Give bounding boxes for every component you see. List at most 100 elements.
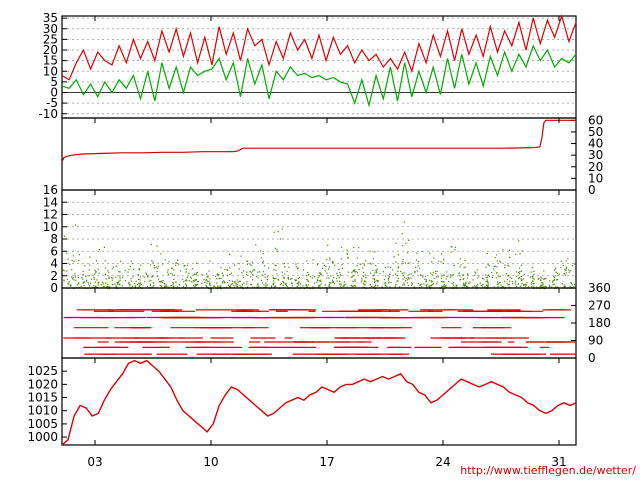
wind-speed-point — [506, 278, 509, 281]
wind-speed-point — [216, 282, 218, 284]
wind-speed-point — [451, 246, 453, 248]
wind-speed-point — [230, 283, 233, 285]
wind-speed-point — [208, 270, 210, 272]
wind-speed-point — [257, 277, 259, 279]
wind-speed-point — [220, 288, 222, 290]
wind-speed-point — [266, 284, 269, 286]
wind-speed-point — [511, 281, 513, 283]
y-tick-label: 40 — [588, 137, 603, 151]
wind-speed-point — [175, 264, 177, 266]
wind-speed-point — [516, 275, 518, 277]
wind-speed-point — [533, 282, 535, 284]
wind-speed-point — [62, 269, 64, 271]
wind-speed-point — [425, 280, 427, 282]
wind-speed-point — [192, 281, 194, 283]
wind-speed-point — [441, 275, 443, 277]
y-tick-label: 0 — [588, 183, 596, 197]
wind-speed-point — [365, 260, 367, 262]
wind-speed-point — [383, 279, 386, 281]
wind-speed-point — [173, 282, 175, 284]
wind-speed-point — [426, 283, 428, 286]
wind-speed-point — [508, 249, 510, 251]
wind-speed-point — [340, 258, 342, 260]
panel-frame — [61, 117, 577, 191]
wind-speed-point — [362, 286, 364, 288]
wind-speed-point — [115, 285, 117, 287]
wind-speed-point — [432, 272, 434, 274]
wind-speed-point — [453, 265, 455, 267]
wind-speed-point — [108, 278, 110, 280]
wind-speed-point — [234, 264, 236, 266]
wind-speed-point — [364, 280, 366, 282]
wind-speed-point — [229, 267, 231, 269]
wind-speed-point — [249, 263, 251, 265]
y-tick-label: 0 — [50, 86, 58, 100]
wind-speed-point — [233, 284, 235, 286]
wind-speed-point — [410, 277, 412, 279]
wind-speed-point — [318, 275, 320, 277]
footer-credit[interactable]: http://www.tiefflegen.de/wetter/ — [460, 464, 636, 477]
wind-speed-point — [258, 286, 260, 288]
wind-speed-point — [464, 266, 466, 268]
y-tick-label: 1000 — [27, 430, 58, 444]
wind-speed-point — [361, 277, 363, 279]
wind-speed-point — [356, 265, 358, 267]
wind-speed-point — [119, 283, 121, 285]
wind-speed-point — [354, 279, 356, 281]
wind-speed-point — [298, 276, 300, 279]
wind-speed-point — [111, 279, 113, 281]
wind-speed-point — [557, 286, 559, 288]
wind-speed-point — [404, 262, 406, 264]
wind-speed-point — [552, 284, 554, 286]
wind-speed-point — [521, 282, 523, 285]
wind-speed-point — [137, 274, 139, 276]
wind-speed-point — [544, 285, 546, 287]
wind-speed-point — [85, 275, 87, 277]
wind-speed-point — [246, 271, 248, 273]
wind-speed-point — [132, 276, 134, 278]
wind-speed-point — [226, 274, 228, 276]
wind-speed-point — [225, 286, 227, 288]
wind-speed-point — [573, 283, 576, 286]
wind-speed-point — [98, 249, 100, 251]
wind-speed-point — [449, 276, 451, 278]
wind-speed-point — [104, 274, 107, 276]
wind-speed-point — [296, 268, 299, 270]
wind-speed-point — [254, 286, 256, 288]
wind-speed-point — [90, 278, 92, 280]
wind-speed-point — [308, 274, 310, 276]
wind-speed-point — [464, 284, 466, 286]
wind-speed-point — [243, 282, 245, 284]
wind-speed-point — [175, 281, 177, 284]
wind-speed-point — [354, 271, 356, 273]
wind-speed-point — [403, 221, 406, 223]
wind-speed-point — [71, 276, 73, 278]
wind-speed-point — [440, 280, 442, 283]
wind-speed-point — [527, 286, 529, 288]
wind-speed-point — [356, 257, 358, 259]
wind-speed-point — [574, 263, 576, 265]
wind-speed-point — [286, 285, 288, 288]
wind-speed-point — [205, 278, 207, 280]
wind-speed-point — [252, 286, 254, 288]
y-tick-label: 1010 — [27, 404, 58, 418]
wind-speed-point — [504, 264, 506, 266]
wind-speed-point — [431, 261, 433, 263]
wind-speed-point — [157, 267, 159, 269]
wind-speed-point — [533, 286, 535, 288]
wind-speed-point — [296, 279, 298, 281]
wind-speed-point — [96, 279, 98, 281]
wind-speed-point — [429, 288, 431, 290]
wind-speed-point — [569, 270, 571, 272]
wind-speed-point — [407, 252, 409, 254]
y-tick-label: 16 — [43, 183, 58, 197]
wind-speed-point — [493, 265, 495, 268]
wind-speed-point — [377, 285, 379, 287]
wind-speed-point — [184, 280, 186, 282]
wind-speed-point — [409, 262, 411, 264]
wind-speed-point — [565, 260, 567, 262]
wind-speed-point — [279, 238, 282, 240]
wind-speed-point — [317, 263, 319, 265]
wind-speed-point — [332, 261, 334, 263]
wind-speed-point — [459, 275, 461, 277]
